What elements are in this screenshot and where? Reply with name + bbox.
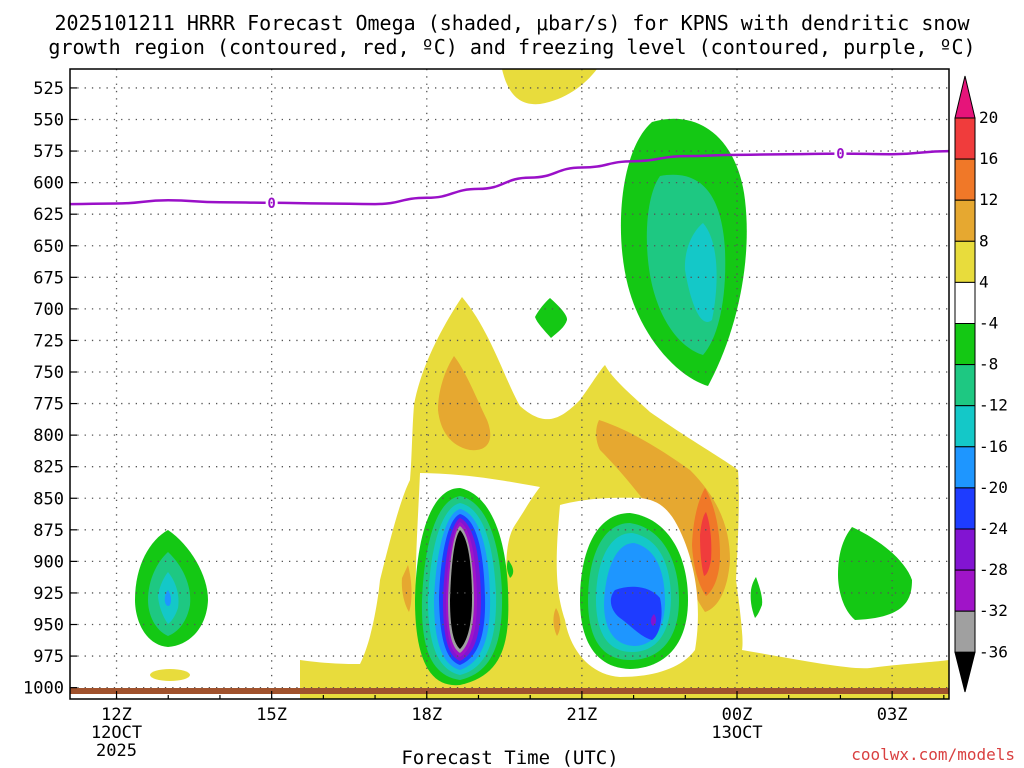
omega-region-small-sinking-left [401, 565, 412, 612]
y-tick-label: 950 [33, 616, 64, 636]
x-tick-date-label: 12OCT [91, 723, 142, 743]
colorbar-bin [954, 364, 976, 407]
colorbar-cap-top [954, 75, 976, 119]
colorbar-bin [954, 158, 976, 201]
freezing-level-label: 0 [267, 196, 275, 212]
x-axis-label: Forecast Time (UTC) [401, 747, 618, 768]
ground-strip [70, 688, 949, 694]
y-tick-label: 900 [33, 552, 64, 572]
omega-region-thin-rising-sliver [750, 577, 763, 618]
colorbar: 20 16 12 8 4 -4 -8 -12 -16 -20 -24 -28 -32 -36 [954, 75, 1008, 693]
y-tick-label: 525 [33, 79, 64, 99]
omega-region-sinking-core-red [700, 512, 712, 576]
colorbar-label: -28 [979, 560, 1008, 579]
y-tick-label: 625 [33, 205, 64, 225]
y-tick-label: 600 [33, 174, 64, 194]
y-tick-label: 1000 [23, 679, 64, 699]
colorbar-bin [954, 117, 976, 160]
colorbar-bin [954, 446, 976, 489]
plot-frame [69, 68, 950, 700]
x-tick-label: 00Z [722, 705, 753, 725]
colorbar-label: 20 [979, 108, 998, 127]
plot-grid [70, 69, 949, 699]
colorbar-label: -32 [979, 601, 1008, 620]
x-tick-label: 03Z [877, 705, 908, 725]
colorbar-label: -24 [979, 519, 1008, 538]
colorbar-bin [954, 528, 976, 571]
colorbar-bin [954, 487, 976, 530]
colorbar-bin [954, 323, 976, 366]
freezing-level-label: 0 [836, 147, 844, 163]
y-tick-label: 875 [33, 521, 64, 541]
omega-region-early-small-sinking [150, 669, 190, 681]
y-tick-label: 800 [33, 426, 64, 446]
y-tick-label: 700 [33, 300, 64, 320]
chart-title-line-2: growth region (contoured, red, ºC) and f… [48, 35, 975, 59]
x-tick-year-label: 2025 [96, 741, 137, 761]
y-tick-label: 925 [33, 584, 64, 604]
x-tick-date-label: 13OCT [711, 723, 762, 743]
omega-region-strong-rising-black [450, 530, 472, 649]
x-tick-label: 15Z [256, 705, 287, 725]
colorbar-label: 4 [979, 272, 989, 291]
y-tick-label: 975 [33, 647, 64, 667]
omega-region-upper-rising-core [684, 223, 717, 322]
y-tick-label: 675 [33, 268, 64, 288]
freezing-level-contour: 00 [69, 146, 950, 212]
x-tick-label: 18Z [411, 705, 442, 725]
credit-text: coolwx.com/models [851, 745, 1015, 764]
colorbar-label: -16 [979, 437, 1008, 456]
omega-region-small-rising-cell [535, 298, 568, 338]
y-tick-label: 575 [33, 142, 64, 162]
y-tick-label: 725 [33, 331, 64, 351]
colorbar-label: -36 [979, 642, 1008, 661]
omega-region-secondary-rising-core [650, 614, 657, 626]
y-tick-label: 550 [33, 111, 64, 131]
x-tick-label: 12Z [101, 705, 132, 725]
omega-region-small-sinking-center [553, 608, 561, 636]
colorbar-bin [954, 281, 976, 324]
y-tick-label: 650 [33, 237, 64, 257]
colorbar-label: -20 [979, 478, 1008, 497]
colorbar-bin [954, 569, 976, 612]
colorbar-label: 12 [979, 190, 998, 209]
y-tick-label: 775 [33, 395, 64, 415]
y-tick-label: 825 [33, 458, 64, 478]
colorbar-bin [954, 610, 976, 653]
x-tick-label: 21Z [567, 705, 598, 725]
chart-title-line-1: 2025101211 HRRR Forecast Omega (shaded, … [54, 11, 970, 35]
colorbar-label: 16 [979, 149, 998, 168]
omega-region-late-rising-cell [838, 527, 912, 620]
colorbar-bin [954, 240, 976, 283]
colorbar-label: -4 [979, 314, 998, 333]
y-tick-label: 850 [33, 489, 64, 509]
colorbar-label: -12 [979, 396, 1008, 415]
colorbar-label: 8 [979, 231, 989, 250]
freezing-level-label-bg [834, 146, 847, 161]
colorbar-label: -8 [979, 355, 998, 374]
colorbar-bin [954, 199, 976, 242]
omega-region-strong-rising-edge [506, 560, 514, 578]
y-axis: 525 550 575 600 625 650 675 700 725 750 775 800 825 8… [23, 79, 77, 699]
colorbar-cap-bottom [954, 651, 976, 693]
freezing-level-label-bg [265, 195, 278, 210]
omega-shading [135, 69, 949, 699]
omega-region-sinking-upper-pocket [438, 356, 491, 451]
omega-region-secondary-rising-darkblue [610, 586, 662, 640]
freezing-level-line [69, 149, 950, 206]
y-tick-label: 750 [33, 363, 64, 383]
omega-region-top-weak-sinking [502, 69, 597, 105]
colorbar-bin [954, 405, 976, 448]
omega-region-early-rising-core [164, 590, 172, 606]
